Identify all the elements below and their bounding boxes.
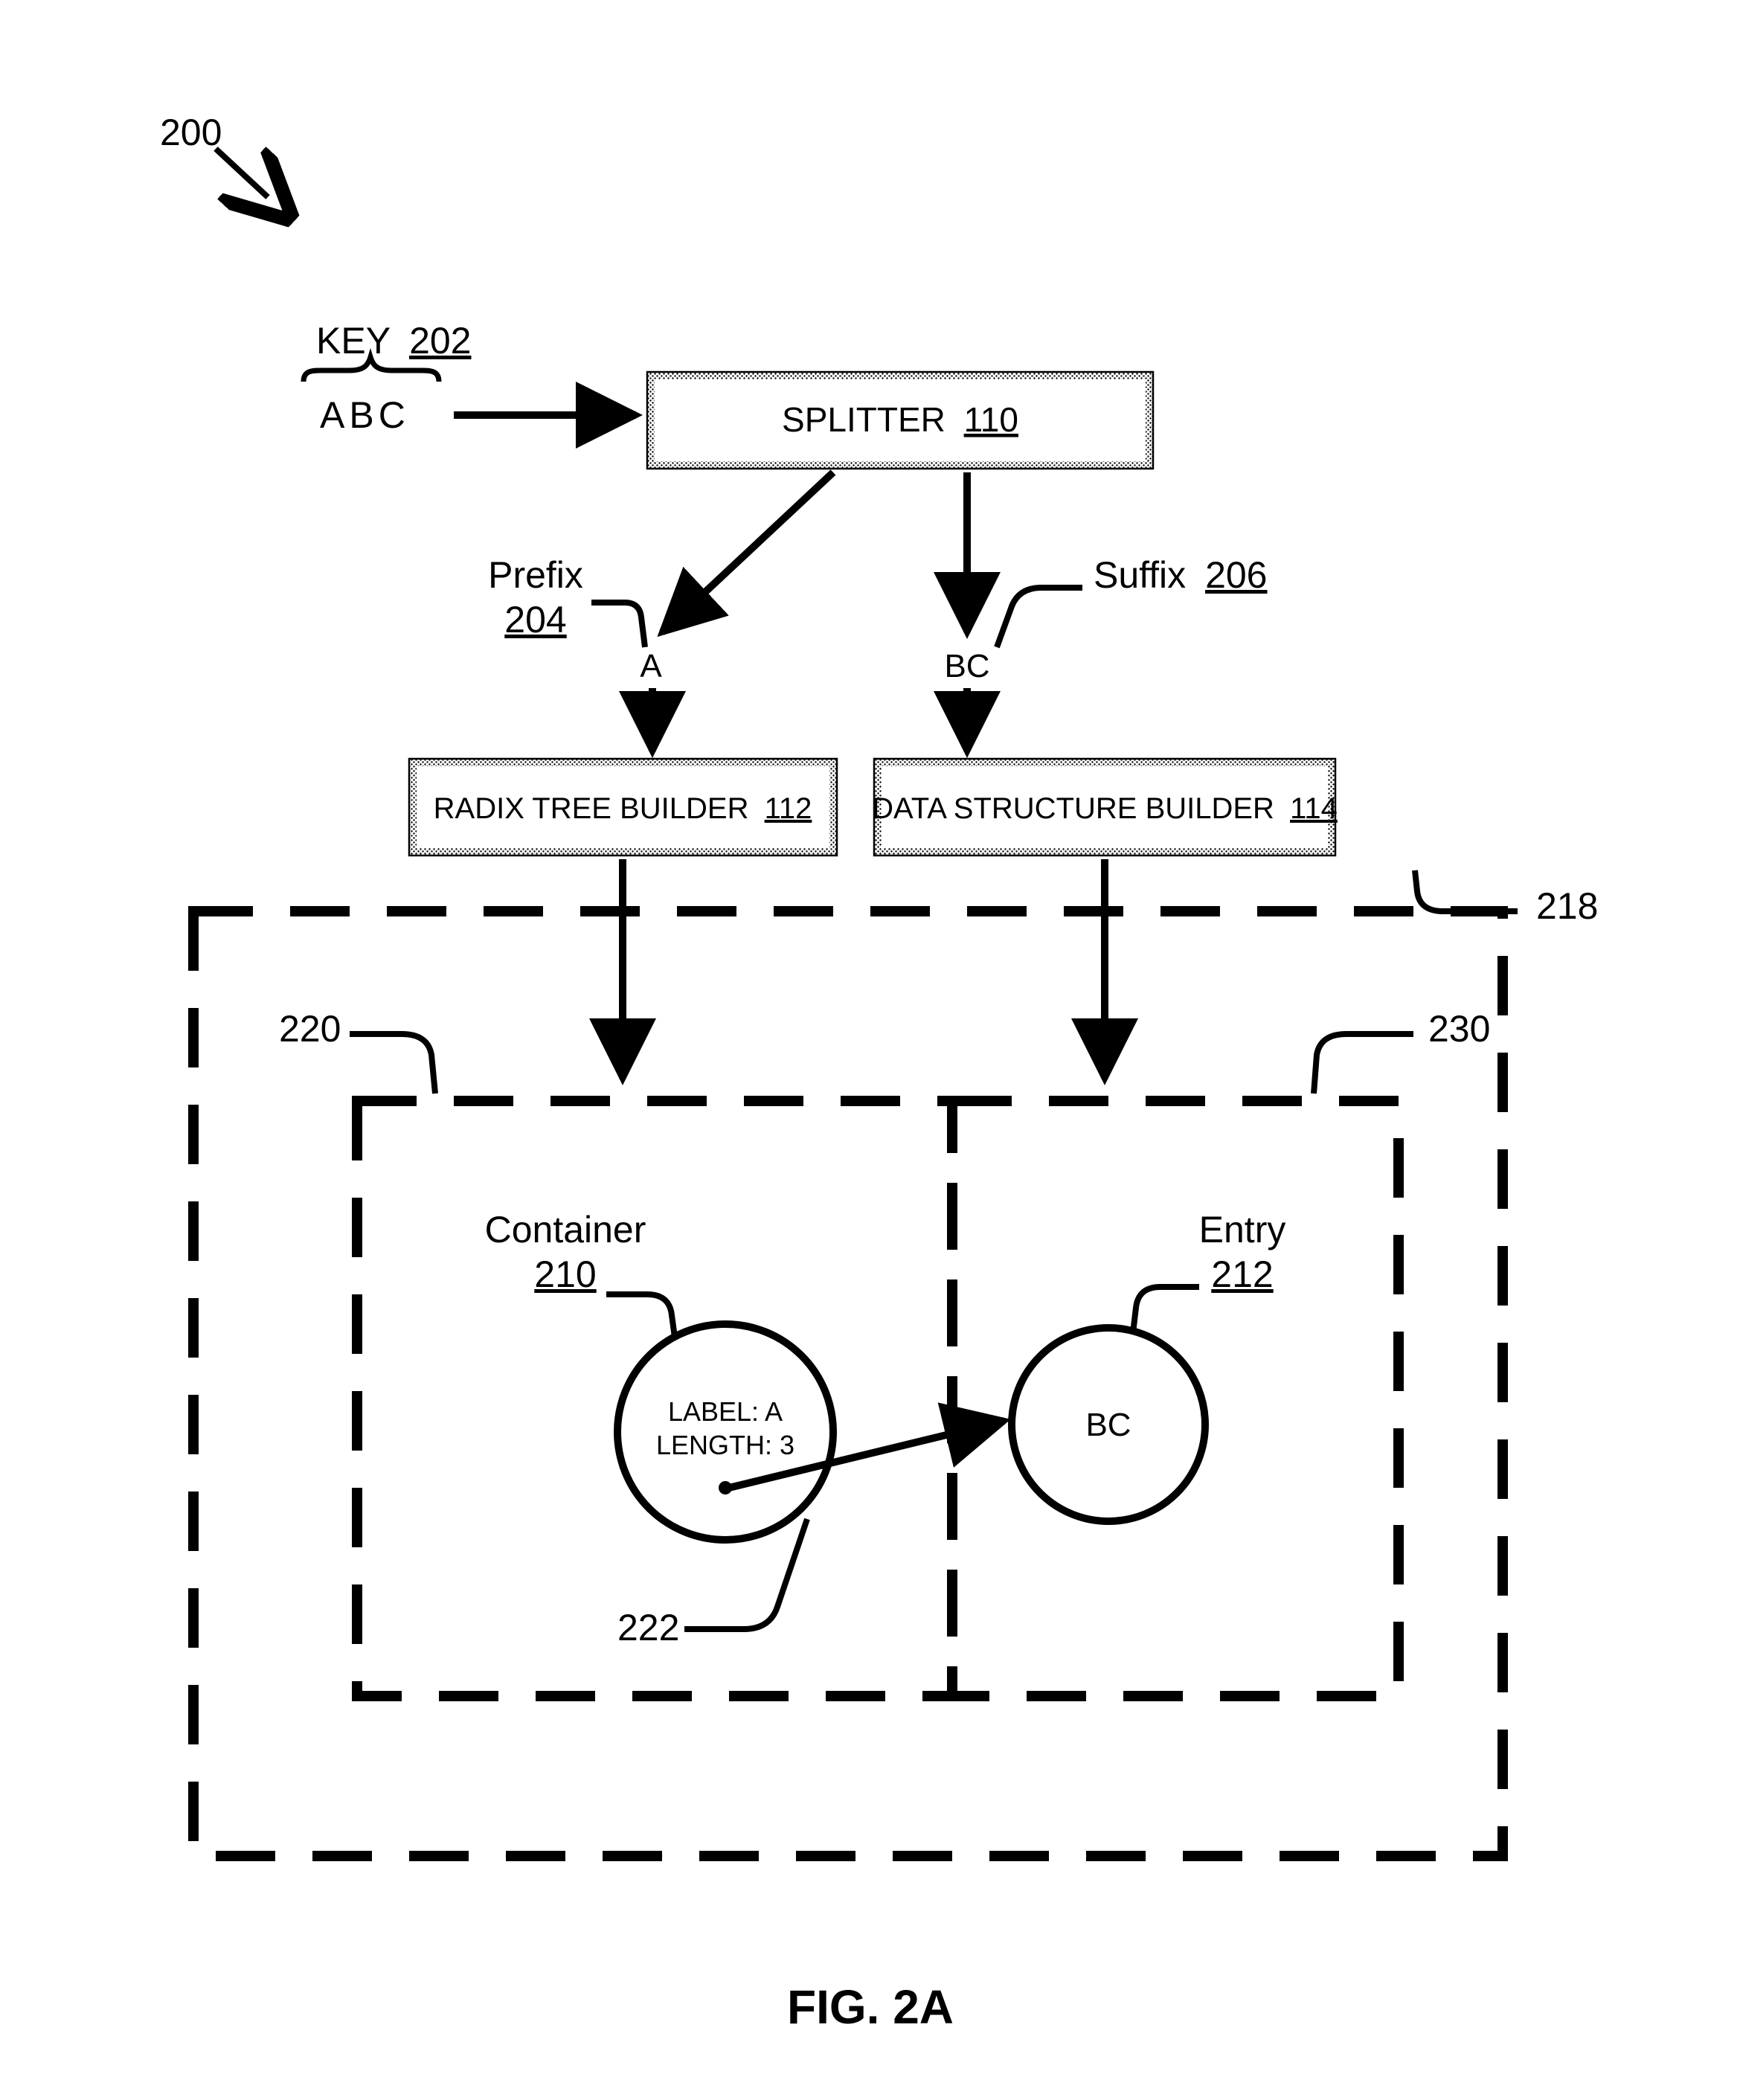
container-ref: 210: [534, 1253, 596, 1295]
key-ref: 202: [409, 320, 471, 362]
diagram-svg: 200 KEY 202 ABC SPLITTER 110 Prefix 204 …: [0, 0, 1740, 2100]
suffix-title: Suffix 206: [1094, 554, 1268, 596]
ref-230: 230: [1428, 1008, 1490, 1050]
prefix-value: A: [640, 648, 662, 684]
svg-text:DATA STRUCTURE BUILDER 1: DATA STRUCTURE BUILDER 114: [872, 792, 1338, 825]
prefix-title: Prefix: [488, 554, 583, 596]
container-node-length: LENGTH: 3: [656, 1430, 794, 1460]
entry-node-value: BC: [1085, 1407, 1131, 1443]
container-title: Container: [485, 1209, 646, 1250]
svg-text:RADIX TREE BUILDER 112: RADIX TREE BUILDER 112: [434, 792, 812, 825]
container-node-label: LABEL: A: [668, 1396, 783, 1427]
svg-text:SPLITTER 110: SPLITTER 110: [782, 400, 1018, 439]
figure-caption: FIG. 2A: [787, 1980, 954, 2034]
suffix-value: BC: [944, 648, 989, 684]
outer-dashed-box: [193, 911, 1503, 1856]
ref-218-leader: [1415, 870, 1518, 911]
container-leader: [606, 1294, 675, 1343]
ref-220-leader: [350, 1034, 435, 1094]
ref-200: 200: [160, 112, 222, 153]
suffix-leader: [997, 588, 1082, 647]
ref-220: 220: [279, 1008, 341, 1050]
ref-218: 218: [1536, 885, 1598, 927]
entry-title: Entry: [1199, 1209, 1286, 1250]
container-node: LABEL: A LENGTH: 3: [617, 1324, 833, 1540]
radix-builder-label: RADIX TREE BUILDER: [434, 792, 749, 825]
data-builder-ref: 114: [1290, 792, 1338, 825]
prefix-leader: [591, 603, 645, 647]
data-builder-label: DATA STRUCTURE BUILDER: [872, 792, 1274, 825]
ref-230-leader: [1314, 1034, 1413, 1094]
radix-builder-ref: 112: [765, 792, 812, 825]
radix-builder-box: RADIX TREE BUILDER 112: [409, 759, 837, 855]
splitter-box: SPLITTER 110: [647, 372, 1153, 469]
splitter-label: SPLITTER: [782, 400, 946, 439]
key-title-text: KEY: [316, 320, 391, 362]
key-value: ABC: [320, 394, 410, 436]
arrow-splitter-prefix: [662, 472, 833, 632]
data-builder-box: DATA STRUCTURE BUILDER 114: [872, 759, 1338, 855]
prefix-ref: 204: [504, 599, 566, 640]
ref-200-arrow: [216, 149, 268, 197]
ref-222: 222: [617, 1607, 679, 1648]
splitter-ref: 110: [964, 400, 1018, 439]
entry-ref: 212: [1211, 1253, 1273, 1295]
key-title: KEY 202: [316, 320, 472, 362]
entry-node: BC: [1012, 1328, 1205, 1521]
